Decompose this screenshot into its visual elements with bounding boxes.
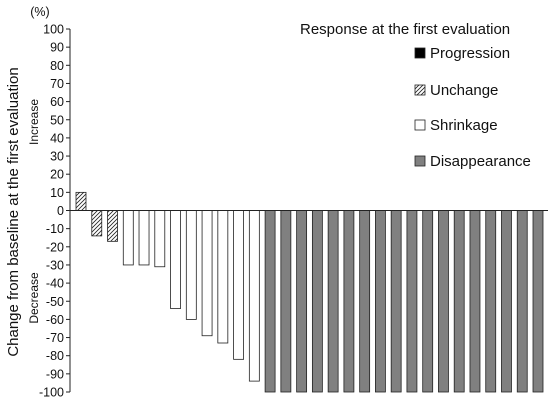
legend-title-background	[292, 18, 550, 40]
bar-shrinkage	[170, 210, 181, 309]
bar-disappearance	[327, 210, 339, 393]
bar-shrinkage	[233, 210, 244, 360]
y-tick-label: -40	[46, 277, 64, 291]
legend-title: Response at the first evaluation	[300, 21, 510, 38]
y-tick-label: -30	[46, 258, 64, 272]
bar-unchange	[107, 210, 118, 242]
y-tick-label: 80	[50, 59, 64, 73]
y-tick-label: 70	[50, 77, 64, 91]
y-tick-label: -50	[46, 295, 64, 309]
legend-swatch-progression	[414, 47, 426, 59]
y-tick-label: -80	[46, 349, 64, 363]
y-tick-label: 50	[50, 113, 64, 127]
y-tick-label: 100	[43, 23, 64, 37]
y-tick-label: 40	[50, 131, 64, 145]
bar-disappearance	[516, 210, 528, 393]
legend-swatch-shrinkage	[414, 119, 426, 131]
bar-disappearance	[469, 210, 481, 393]
y-tick-label: 20	[50, 168, 64, 182]
bar-shrinkage	[122, 210, 134, 266]
y-tick-label: -100	[39, 386, 64, 400]
bar-shrinkage	[248, 210, 260, 382]
bar-disappearance	[264, 210, 276, 393]
bar-disappearance	[390, 210, 402, 393]
y-tick-label: 10	[50, 186, 64, 200]
bar-disappearance	[532, 210, 544, 393]
bar-disappearance	[280, 210, 292, 393]
bar-shrinkage	[154, 210, 166, 268]
y-tick-label: 60	[50, 95, 64, 109]
bars-group	[75, 191, 544, 393]
y-tick-label: 0	[57, 204, 64, 218]
legend-swatch-disappearance	[414, 155, 426, 167]
bar-disappearance	[501, 210, 512, 393]
y-tick-label: -60	[46, 313, 64, 327]
legend-label-progression: Progression	[430, 45, 510, 62]
y-tick-label: 90	[50, 41, 64, 55]
bar-disappearance	[343, 210, 355, 393]
y-tick-label: -10	[46, 222, 64, 236]
decrease-label: Decrease	[27, 272, 41, 324]
y-axis-ticks: 1009080706050403020100-10-20-30-40-50-60…	[39, 23, 70, 400]
legend-swatch-unchange	[414, 84, 426, 96]
legend: Response at the first evaluation Progres…	[292, 18, 550, 173]
bar-disappearance	[359, 210, 371, 393]
bar-disappearance	[406, 210, 418, 393]
bar-shrinkage	[201, 210, 213, 337]
bar-disappearance	[311, 210, 323, 393]
y-axis-title: Change from baseline at the first evalua…	[5, 67, 22, 356]
increase-label: Increase	[27, 99, 41, 145]
unit-label: (%)	[30, 5, 49, 19]
bar-shrinkage	[138, 210, 150, 266]
bar-disappearance	[375, 210, 386, 393]
legend-entries: Progression Unchange Shrinkage Disappearanc…	[410, 43, 550, 173]
bar-unchange	[75, 191, 87, 211]
bar-disappearance	[422, 210, 434, 393]
y-tick-label: 30	[50, 150, 64, 164]
legend-entry-background	[410, 151, 550, 173]
bar-disappearance	[485, 210, 497, 393]
bar-disappearance	[453, 210, 465, 393]
legend-label-unchange: Unchange	[430, 82, 498, 99]
bar-disappearance	[438, 210, 449, 393]
y-tick-label: -70	[46, 331, 64, 345]
bar-shrinkage	[217, 210, 229, 344]
legend-entry-background	[410, 80, 550, 102]
y-tick-label: -90	[46, 367, 64, 381]
y-tick-label: -20	[46, 240, 64, 254]
legend-entry-background	[410, 115, 550, 137]
bar-shrinkage	[185, 210, 197, 320]
legend-label-disappearance: Disappearance	[430, 153, 531, 170]
bar-unchange	[91, 210, 103, 237]
bar-disappearance	[296, 210, 308, 393]
legend-entry-background	[410, 43, 550, 65]
legend-label-shrinkage: Shrinkage	[430, 117, 498, 134]
